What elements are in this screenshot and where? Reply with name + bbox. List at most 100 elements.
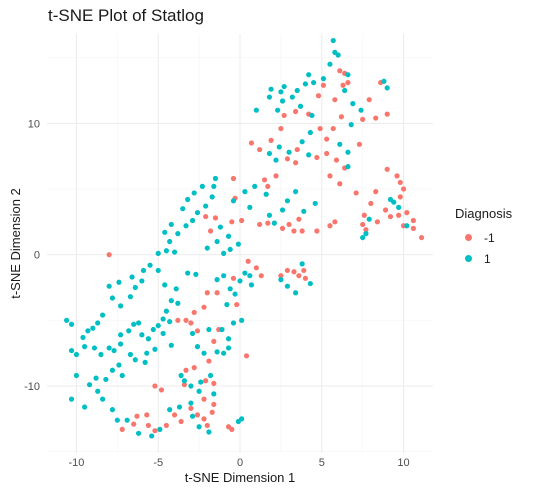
data-point-pos	[381, 78, 387, 84]
data-point-pos	[253, 107, 259, 113]
data-point-pos	[263, 191, 269, 197]
data-point-pos	[199, 183, 205, 189]
data-point-pos	[116, 279, 122, 285]
data-point-neg	[134, 413, 140, 419]
data-point-neg	[400, 186, 407, 192]
data-point-pos	[227, 286, 233, 292]
data-point-pos	[239, 416, 245, 422]
data-point-pos	[171, 249, 178, 255]
data-point-pos	[293, 290, 299, 296]
data-point-pos	[93, 375, 99, 381]
data-point-pos	[276, 144, 282, 150]
data-point-pos	[111, 347, 117, 354]
data-point-pos	[64, 317, 70, 323]
data-point-neg	[194, 412, 201, 418]
data-point-pos	[278, 89, 284, 95]
data-point-pos	[163, 308, 169, 314]
data-point-pos	[150, 326, 156, 333]
legend-label-pos: 1	[484, 251, 491, 266]
data-point-pos	[252, 183, 258, 189]
data-point-pos	[189, 330, 196, 337]
data-point-pos	[109, 295, 116, 301]
x-tick-label: 5	[319, 457, 325, 469]
data-point-neg	[302, 275, 309, 281]
data-point-pos	[242, 270, 248, 276]
data-point-pos	[191, 190, 197, 196]
y-tick-label: 0	[34, 250, 40, 262]
data-point-pos	[221, 273, 227, 279]
data-point-pos	[196, 388, 202, 394]
data-point-pos	[90, 325, 96, 331]
data-point-neg	[203, 378, 209, 384]
data-point-neg	[394, 173, 400, 179]
data-point-neg	[281, 112, 287, 119]
x-tick-label: 0	[237, 457, 243, 469]
data-point-pos	[168, 298, 174, 304]
data-point-pos	[247, 204, 253, 210]
data-point-pos	[268, 86, 274, 92]
data-point-pos	[176, 404, 183, 410]
data-point-pos	[167, 319, 173, 325]
data-point-pos	[281, 83, 287, 90]
data-point-neg	[214, 290, 220, 296]
data-point-pos	[127, 351, 134, 358]
data-point-neg	[374, 219, 380, 225]
data-point-pos	[160, 316, 166, 322]
data-point-pos	[225, 336, 232, 342]
x-tick-label: 10	[397, 457, 409, 469]
legend-item-neg: -1	[455, 227, 512, 248]
data-point-pos	[106, 345, 112, 351]
data-point-pos	[350, 101, 356, 107]
data-point-pos	[358, 107, 364, 113]
data-point-pos	[68, 321, 75, 327]
data-point-neg	[294, 146, 300, 153]
data-point-neg	[373, 189, 379, 195]
data-point-pos	[119, 372, 125, 379]
x-axis-title: t-SNE Dimension 1	[185, 470, 296, 485]
data-point-neg	[163, 422, 169, 429]
data-point-neg	[201, 416, 207, 422]
data-point-pos	[100, 312, 106, 318]
data-point-pos	[85, 328, 91, 334]
data-point-neg	[188, 320, 194, 326]
data-point-neg	[183, 317, 189, 323]
data-point-pos	[284, 198, 291, 204]
data-point-pos	[95, 320, 101, 326]
data-point-neg	[234, 301, 240, 308]
data-point-neg	[361, 212, 367, 218]
data-point-pos	[145, 336, 152, 342]
data-point-pos	[206, 326, 212, 333]
data-point-pos	[266, 94, 273, 100]
data-point-pos	[294, 87, 300, 94]
data-point-neg	[363, 227, 369, 233]
data-point-neg	[338, 114, 345, 120]
data-point-pos	[118, 303, 124, 309]
data-point-neg	[314, 228, 320, 234]
data-point-neg	[204, 290, 210, 296]
legend-label-neg: -1	[484, 230, 495, 245]
data-point-pos	[217, 224, 223, 230]
data-point-pos	[309, 112, 315, 119]
data-point-pos	[135, 430, 142, 436]
data-point-pos	[337, 141, 343, 147]
data-point-pos	[189, 413, 196, 419]
tick-labels: -10 -5 0 5 10 -10 0 10	[24, 118, 410, 469]
data-point-pos	[345, 149, 351, 155]
data-point-pos	[95, 388, 101, 394]
y-tick-label: 10	[28, 118, 40, 130]
data-point-pos	[98, 351, 104, 358]
data-point-neg	[373, 115, 379, 121]
data-point-pos	[180, 206, 186, 212]
data-point-pos	[247, 273, 253, 279]
legend: Diagnosis -1 1	[455, 206, 512, 269]
x-tick-label: -10	[68, 457, 84, 469]
data-point-neg	[201, 396, 207, 402]
data-point-pos	[330, 37, 336, 44]
data-point-pos	[73, 351, 80, 358]
data-point-neg	[178, 418, 184, 425]
data-point-pos	[227, 246, 233, 253]
data-point-neg	[211, 380, 217, 386]
data-point-pos	[289, 94, 295, 100]
data-point-pos	[189, 217, 196, 224]
data-points	[64, 37, 425, 439]
